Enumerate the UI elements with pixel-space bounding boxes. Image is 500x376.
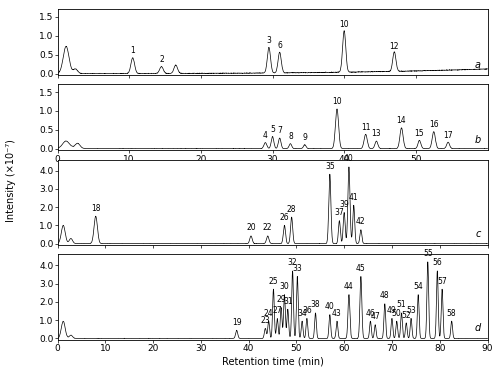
- Text: 17: 17: [444, 130, 453, 139]
- Text: 32: 32: [288, 258, 298, 267]
- Text: 29: 29: [276, 295, 286, 304]
- Text: 42: 42: [356, 217, 366, 226]
- Text: 33: 33: [292, 264, 302, 273]
- Text: 43: 43: [332, 309, 342, 318]
- Text: 38: 38: [310, 300, 320, 309]
- Text: 57: 57: [437, 277, 447, 286]
- Text: 53: 53: [406, 306, 416, 315]
- Text: 25: 25: [268, 277, 278, 286]
- Text: 18: 18: [91, 204, 101, 213]
- Text: 35: 35: [325, 162, 334, 171]
- Text: 12: 12: [390, 42, 399, 51]
- Text: 48: 48: [380, 291, 390, 300]
- Text: a: a: [475, 60, 481, 70]
- Text: 24: 24: [264, 309, 274, 318]
- Text: 7: 7: [277, 126, 282, 135]
- Text: Intensity (×10⁻⁷): Intensity (×10⁻⁷): [6, 139, 16, 222]
- Text: 28: 28: [287, 205, 296, 214]
- Text: 40: 40: [344, 155, 354, 164]
- Text: 2: 2: [159, 55, 164, 64]
- Text: 34: 34: [297, 309, 307, 318]
- Text: 30: 30: [280, 282, 289, 291]
- Text: 15: 15: [414, 129, 424, 138]
- Text: 41: 41: [349, 193, 358, 202]
- Text: 23: 23: [260, 316, 270, 325]
- Text: 19: 19: [232, 318, 241, 327]
- Text: c: c: [476, 229, 481, 238]
- Text: 11: 11: [361, 123, 370, 132]
- Text: 3: 3: [266, 36, 272, 45]
- Text: 20: 20: [246, 223, 256, 232]
- Text: 44: 44: [344, 282, 354, 291]
- Text: 8: 8: [288, 132, 293, 141]
- Text: 1: 1: [130, 46, 135, 55]
- Text: 22: 22: [263, 223, 272, 232]
- Text: 37: 37: [334, 208, 344, 217]
- Text: 51: 51: [396, 300, 406, 309]
- X-axis label: Retention time (min): Retention time (min): [222, 356, 324, 366]
- Text: 54: 54: [414, 282, 423, 291]
- Text: 40: 40: [325, 302, 334, 311]
- Text: 5: 5: [270, 125, 275, 134]
- Text: b: b: [475, 135, 481, 145]
- Text: 10: 10: [332, 97, 342, 106]
- Text: 9: 9: [302, 133, 307, 142]
- Text: 52: 52: [402, 311, 411, 320]
- Text: 47: 47: [370, 312, 380, 321]
- Text: 36: 36: [302, 306, 312, 315]
- Text: 14: 14: [396, 116, 406, 125]
- Text: 10: 10: [340, 20, 349, 29]
- Text: 6: 6: [277, 41, 282, 50]
- Text: 58: 58: [447, 309, 456, 318]
- Text: d: d: [475, 323, 481, 334]
- Text: 55: 55: [423, 249, 432, 258]
- Text: 56: 56: [432, 258, 442, 267]
- Text: 13: 13: [372, 129, 381, 138]
- Text: 39: 39: [340, 200, 349, 209]
- Text: 26: 26: [280, 213, 289, 222]
- Text: 31: 31: [283, 297, 292, 306]
- Text: 27: 27: [272, 306, 282, 315]
- Text: 16: 16: [429, 120, 438, 129]
- Text: 46: 46: [366, 309, 376, 318]
- Text: 45: 45: [356, 264, 366, 273]
- Text: 49: 49: [387, 306, 397, 315]
- Text: 4: 4: [263, 131, 268, 140]
- Text: 50: 50: [392, 309, 402, 318]
